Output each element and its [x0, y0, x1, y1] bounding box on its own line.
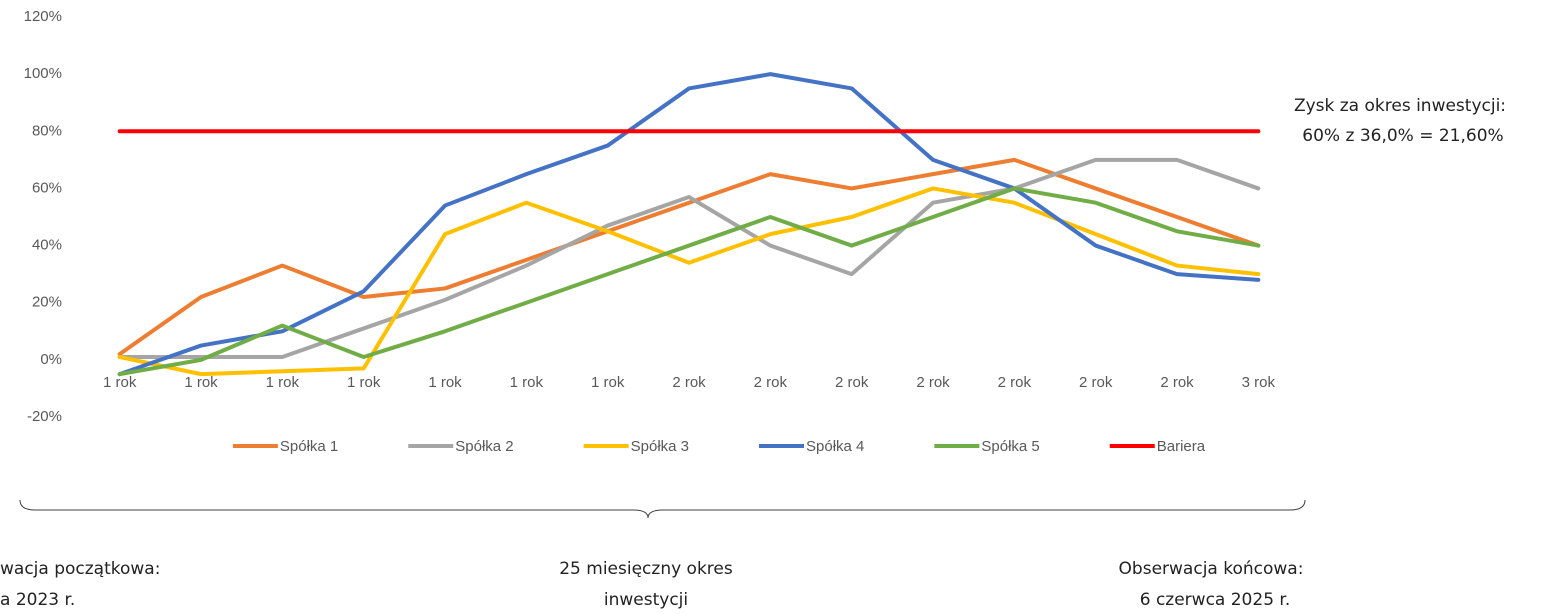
x-tick-label: 2 rok [672, 374, 706, 391]
annotation: Obserwacja końcowa: [1119, 559, 1304, 579]
annotation: a 2023 r. [0, 590, 75, 610]
x-tick-label: 1 rok [184, 374, 218, 391]
legend-label: Spółka 2 [455, 438, 513, 455]
x-tick-label: 1 rok [103, 374, 137, 391]
legend-label: Spółka 1 [280, 438, 338, 455]
annotation: 25 miesięczny okres [559, 559, 733, 579]
annotation: 60% z 36,0% = 21,60% [1302, 126, 1503, 146]
annotation: 6 czerwca 2025 r. [1140, 590, 1291, 610]
y-tick-label: -20% [27, 408, 62, 425]
annotation: wacja początkowa: [0, 559, 160, 579]
y-tick-label: 0% [40, 351, 62, 368]
x-tick-label: 2 rok [1160, 374, 1194, 391]
y-tick-label: 120% [24, 8, 62, 25]
x-tick-label: 3 rok [1242, 374, 1276, 391]
legend-label: Spółka 5 [981, 438, 1039, 455]
annotation: inwestycji [604, 590, 688, 610]
y-tick-label: 40% [32, 237, 62, 254]
x-tick-label: 2 rok [835, 374, 869, 391]
legend-label: Bariera [1157, 438, 1206, 455]
y-tick-label: 100% [24, 65, 62, 82]
series-line [117, 186, 1261, 377]
annotation: Zysk za okres inwestycji: [1294, 96, 1506, 116]
y-tick-label: 60% [32, 179, 62, 196]
brace [19, 499, 1306, 519]
x-tick-label: 2 rok [998, 374, 1032, 391]
series-line [117, 157, 1261, 357]
y-tick-label: 20% [32, 294, 62, 311]
series-line [117, 186, 1261, 377]
series-line [117, 157, 1261, 359]
legend-label: Spółka 4 [806, 438, 864, 455]
legend-label: Spółka 3 [631, 438, 689, 455]
x-tick-label: 1 rok [266, 374, 300, 391]
x-tick-label: 1 rok [591, 374, 625, 391]
x-tick-label: 1 rok [347, 374, 381, 391]
x-tick-label: 2 rok [916, 374, 950, 391]
x-tick-label: 2 rok [1079, 374, 1113, 391]
y-tick-label: 80% [32, 122, 62, 139]
x-tick-label: 1 rok [428, 374, 462, 391]
x-tick-label: 2 rok [754, 374, 788, 391]
series-line [117, 72, 1261, 377]
x-tick-label: 1 rok [510, 374, 544, 391]
